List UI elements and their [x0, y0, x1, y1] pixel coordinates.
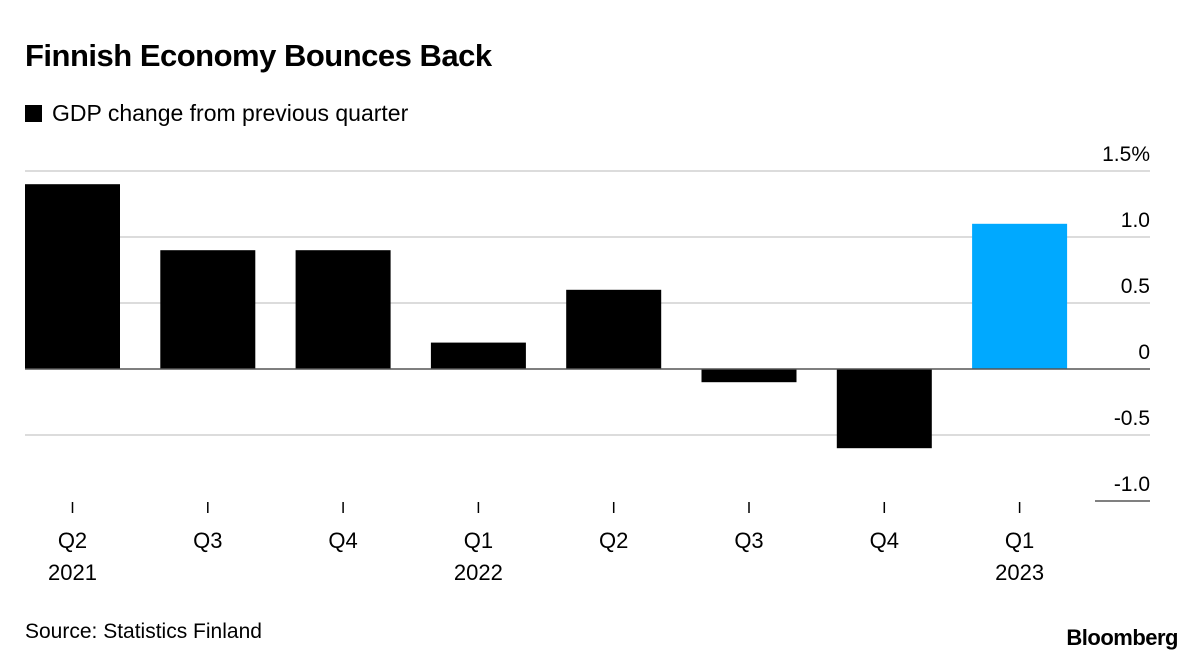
- y-tick-label: 0.5: [1121, 275, 1150, 298]
- bar: [566, 289, 662, 369]
- x-tick-label: Q4: [328, 528, 357, 553]
- bar: [25, 184, 120, 369]
- x-tick-label: Q2: [599, 528, 628, 553]
- x-tick-label-year: 2023: [995, 560, 1044, 585]
- x-tick-label-year: 2022: [454, 560, 503, 585]
- bar: [701, 369, 797, 383]
- y-tick-label: -0.5: [1114, 407, 1150, 430]
- y-tick-label: 1.5%: [1102, 143, 1150, 166]
- y-tick-label: -1.0: [1114, 473, 1150, 496]
- legend: GDP change from previous quarter: [25, 100, 408, 127]
- bar: [295, 250, 391, 369]
- x-tick-label-year: 2021: [48, 560, 97, 585]
- bar: [160, 250, 256, 369]
- chart-title: Finnish Economy Bounces Back: [25, 38, 492, 73]
- bar: [430, 342, 526, 369]
- y-tick-label: 0: [1138, 341, 1150, 364]
- x-tick-label: Q1: [464, 528, 493, 553]
- legend-swatch: [25, 105, 42, 122]
- bloomberg-logo: Bloomberg: [1066, 625, 1178, 650]
- bar: [836, 369, 932, 449]
- x-tick-label: Q4: [870, 528, 899, 553]
- x-tick-label: Q3: [193, 528, 222, 553]
- x-tick-label: Q1: [1005, 528, 1034, 553]
- source-note: Source: Statistics Finland: [25, 620, 262, 643]
- y-tick-label: 1.0: [1121, 209, 1150, 232]
- legend-label: GDP change from previous quarter: [52, 100, 409, 126]
- x-tick-label: Q2: [58, 528, 87, 553]
- x-tick-label: Q3: [734, 528, 763, 553]
- bar: [972, 223, 1068, 369]
